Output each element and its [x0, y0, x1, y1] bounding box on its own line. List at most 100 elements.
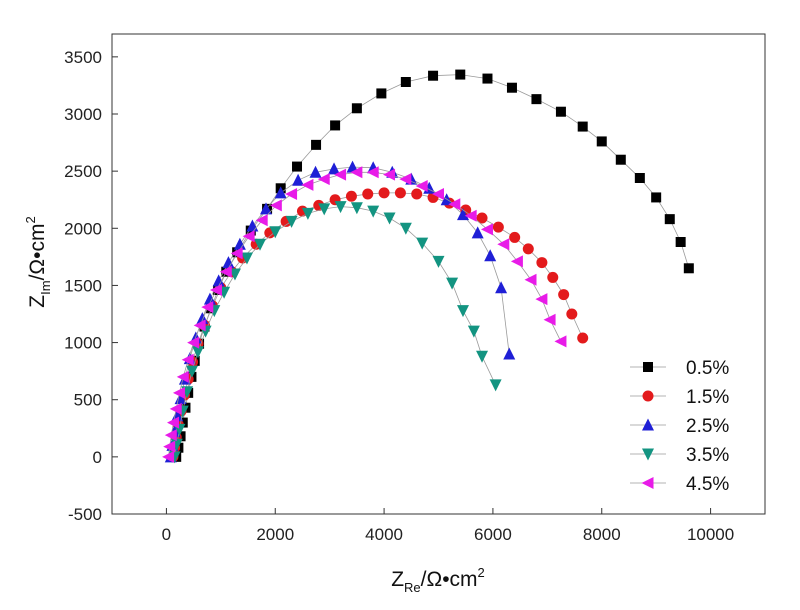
data-point — [201, 301, 214, 314]
series-line — [174, 206, 496, 457]
data-point — [219, 265, 232, 278]
data-point — [378, 187, 390, 199]
data-point — [164, 429, 177, 442]
data-point — [334, 201, 347, 214]
data-point — [536, 257, 548, 269]
data-point — [432, 255, 445, 268]
y-tick-label: 3000 — [64, 105, 102, 124]
x-axis-title-unit: /Ω•cm — [421, 568, 478, 591]
data-point — [362, 188, 374, 200]
data-point — [522, 243, 534, 255]
data-point — [547, 271, 559, 283]
y-axis-title-unit: /Ω•cm — [26, 224, 49, 281]
x-axis-title-sup: 2 — [478, 565, 485, 580]
x-tick-label: 4000 — [365, 525, 403, 544]
data-point — [495, 281, 508, 294]
legend-label: 3.5% — [686, 445, 729, 466]
data-point — [254, 238, 267, 251]
data-point — [351, 103, 362, 114]
data-point — [255, 214, 268, 227]
data-point — [683, 263, 694, 274]
data-point — [240, 252, 253, 265]
data-point — [651, 192, 662, 203]
series-4.5% — [162, 166, 567, 463]
x-tick-label: 10000 — [687, 525, 734, 544]
y-tick-label: 2000 — [64, 219, 102, 238]
data-point — [317, 173, 330, 186]
legend-item: 4.5% — [630, 474, 729, 495]
data-point — [301, 207, 314, 220]
legend: 0.5% 1.5% 2.5% 3.5% 4.5% — [630, 358, 729, 495]
data-point — [242, 230, 255, 243]
legend-label: 1.5% — [686, 387, 729, 408]
series-1.5% — [167, 187, 589, 463]
series-line — [175, 74, 690, 457]
data-point — [558, 289, 570, 301]
data-point — [318, 203, 331, 216]
data-point — [510, 255, 523, 268]
data-point — [345, 190, 357, 202]
data-point — [172, 386, 185, 399]
data-point — [484, 249, 497, 262]
data-point — [555, 106, 566, 117]
y-tick-label: 1000 — [64, 334, 102, 353]
data-point — [367, 205, 380, 218]
data-point — [166, 416, 179, 429]
series-line — [172, 192, 584, 457]
data-point — [543, 313, 556, 326]
data-point — [259, 202, 272, 215]
data-point — [467, 325, 480, 338]
series-0.5% — [171, 69, 694, 462]
data-point — [285, 188, 298, 200]
legend-label: 4.5% — [686, 474, 729, 495]
data-point — [471, 226, 484, 239]
data-point — [509, 231, 521, 243]
data-point — [664, 214, 675, 225]
data-point — [376, 88, 387, 99]
data-point — [185, 365, 198, 378]
series-3.5% — [168, 201, 502, 464]
data-point — [162, 450, 175, 463]
data-point — [554, 335, 567, 348]
data-point — [476, 212, 488, 224]
data-point — [222, 256, 235, 269]
data-point — [492, 221, 504, 233]
data-point — [181, 353, 194, 366]
data-point — [366, 166, 379, 179]
data-point — [309, 165, 322, 178]
data-point — [394, 187, 406, 199]
legend-label: 2.5% — [686, 416, 729, 437]
data-point — [330, 120, 341, 131]
data-point — [169, 402, 182, 415]
data-point — [615, 154, 626, 165]
x-tick-label: 0 — [162, 525, 171, 544]
y-tick-label: 500 — [74, 391, 102, 410]
legend-item: 2.5% — [630, 416, 729, 437]
data-point — [400, 77, 411, 87]
y-tick-label: 2500 — [64, 162, 102, 181]
data-point — [399, 173, 412, 186]
data-point — [350, 202, 363, 215]
y-axis-title-main: Z — [26, 295, 49, 308]
data-point — [428, 70, 439, 81]
data-point — [432, 188, 444, 200]
data-point — [455, 69, 466, 80]
data-point — [577, 332, 589, 344]
data-point — [285, 215, 298, 228]
legend-marker — [642, 448, 654, 461]
x-axis-title: ZRe/Ω•cm2 — [391, 565, 485, 595]
data-point — [416, 237, 429, 250]
data-point — [497, 238, 510, 251]
x-tick-label: 6000 — [474, 525, 512, 544]
y-axis-title-sup: 2 — [23, 216, 38, 223]
data-point — [176, 370, 189, 383]
x-axis-title-main: Z — [391, 568, 404, 591]
legend-marker — [643, 362, 653, 372]
data-point — [191, 346, 204, 359]
data-point — [566, 308, 578, 320]
data-point — [503, 347, 516, 360]
data-point — [456, 305, 469, 318]
data-point — [383, 212, 396, 225]
data-point — [346, 160, 359, 173]
